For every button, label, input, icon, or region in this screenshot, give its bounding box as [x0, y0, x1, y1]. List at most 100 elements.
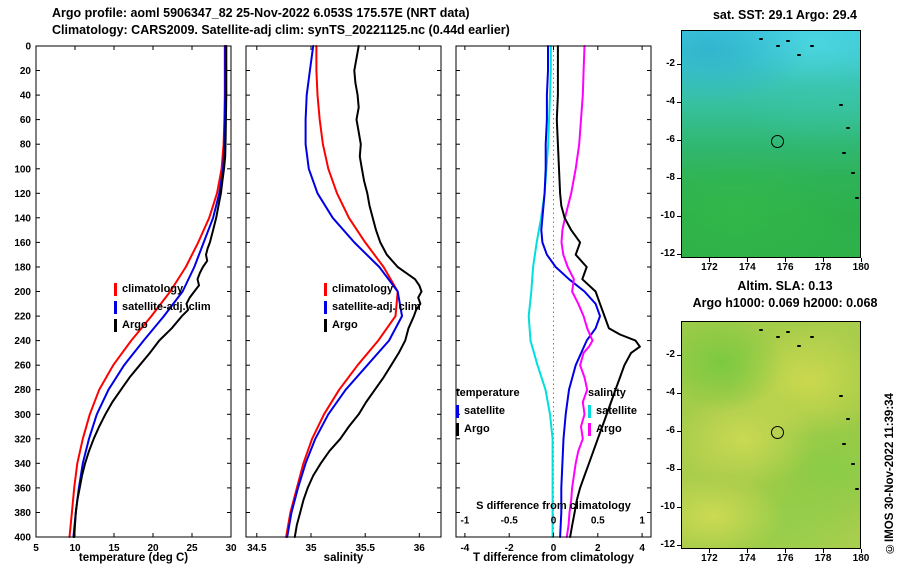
x-tick-label: 36: [414, 543, 426, 554]
sla-map-title-line1: Altim. SLA: 0.13: [737, 279, 833, 293]
map-x-tick-label: 178: [814, 553, 832, 564]
satellite-clim-swatch: [114, 300, 117, 314]
x-tick-label: -2: [505, 543, 514, 554]
island-mark: [786, 40, 790, 42]
x-axis-title-temperature: temperature (deg C): [78, 552, 189, 564]
depth-tick-label: 60: [20, 115, 32, 126]
difference-legend-salinity: salinity satellite Argo: [588, 384, 637, 438]
legend-header-temperature: temperature: [456, 387, 520, 399]
legend-item-argo: Argo: [324, 316, 421, 334]
map-tick: [677, 430, 681, 432]
series-argo: [293, 45, 423, 538]
s-argo-swatch: [588, 422, 591, 436]
climatology-swatch: [324, 282, 327, 296]
legend-item-s-satellite: satellite: [588, 402, 637, 420]
island-mark: [786, 331, 790, 333]
series-t-diff-satellite: [540, 45, 601, 538]
s-axis-tick-label: -0.5: [501, 516, 519, 527]
map-tick: [860, 549, 862, 553]
legend-label: satellite-adj. clim: [122, 301, 211, 313]
map-y-tick-label: -4: [666, 96, 675, 108]
legend-item-t-satellite: satellite: [456, 402, 520, 420]
island-mark: [855, 488, 859, 490]
float-position-marker: [771, 135, 784, 148]
map-tick: [677, 63, 681, 65]
legend-label: Argo: [122, 319, 148, 331]
s-axis-tick-label: 1: [639, 516, 645, 527]
map-x-tick-label: 180: [852, 553, 870, 564]
salinity-panel-legend: climatology satellite-adj. clim Argo: [324, 280, 421, 334]
s-axis-tick-label: -1: [460, 516, 469, 527]
t-satellite-swatch: [456, 404, 459, 418]
depth-tick-label: 300: [14, 410, 31, 421]
x-tick-label: 25: [186, 543, 198, 554]
satellite-clim-swatch: [324, 300, 327, 314]
legend-label: satellite: [464, 405, 505, 417]
x-tick-label: 30: [225, 543, 237, 554]
map-tick: [677, 253, 681, 255]
s-satellite-swatch: [588, 404, 591, 418]
map-tick: [746, 258, 748, 262]
map-tick: [677, 544, 681, 546]
legend-item-s-argo: Argo: [588, 420, 637, 438]
map-tick: [677, 506, 681, 508]
map-tick: [677, 101, 681, 103]
series-s-diff-satellite: [527, 45, 554, 538]
map-tick: [708, 549, 710, 553]
map-x-tick-label: 172: [701, 262, 718, 273]
island-mark: [797, 345, 801, 347]
depth-tick-label: 200: [14, 287, 31, 298]
depth-tick-label: 380: [14, 508, 31, 519]
sla-map: [681, 321, 861, 549]
legend-header-salinity: salinity: [588, 387, 626, 399]
temperature-panel-legend: climatology satellite-adj. clim Argo: [114, 280, 211, 334]
map-y-tick-label: -4: [666, 387, 675, 399]
map-y-tick-label: -10: [660, 501, 675, 513]
legend-item-satellite-clim: satellite-adj. clim: [324, 298, 421, 316]
map-tick: [822, 258, 824, 262]
depth-tick-label: 120: [14, 189, 31, 200]
float-position-marker: [771, 426, 784, 439]
island-mark: [810, 45, 814, 47]
map-x-tick-label: 176: [776, 262, 794, 273]
map-y-tick-label: -12: [660, 539, 675, 551]
series-satellite-adj-clim: [72, 45, 227, 538]
legend-item-climatology: climatology: [324, 280, 421, 298]
series-argo: [73, 45, 228, 538]
map-y-tick-label: -8: [666, 463, 675, 475]
legend-label: satellite-adj. clim: [332, 301, 421, 313]
map-x-tick-label: 174: [738, 262, 756, 273]
figure-title-line1: Argo profile: aoml 5906347_82 25-Nov-202…: [52, 6, 470, 20]
map-x-tick-label: 172: [701, 553, 718, 564]
map-y-tick-label: -2: [666, 349, 675, 361]
x-tick-label: 0: [551, 543, 557, 554]
depth-tick-label: 0: [25, 42, 31, 53]
s-axis-tick-label: 0: [551, 516, 557, 527]
map-tick: [677, 468, 681, 470]
depth-tick-label: 260: [14, 361, 31, 372]
map-x-tick-label: 176: [776, 553, 794, 564]
island-mark: [776, 336, 780, 338]
map-tick: [677, 354, 681, 356]
x-tick-label: 34.5: [247, 543, 267, 554]
map-tick: [860, 258, 862, 262]
island-mark: [842, 443, 846, 445]
depth-tick-label: 80: [20, 140, 32, 151]
sst-map-title: sat. SST: 29.1 Argo: 29.4: [712, 8, 858, 22]
x-axis-title-t-difference: T difference from climatology: [472, 552, 635, 564]
map-tick: [822, 549, 824, 553]
t-argo-swatch: [456, 422, 459, 436]
map-y-tick-label: -2: [666, 58, 675, 70]
x-tick-label: 4: [639, 543, 645, 554]
x-tick-label: 2: [595, 543, 601, 554]
island-mark: [842, 152, 846, 154]
series-satellite-adj-clim: [286, 45, 403, 538]
legend-item-climatology: climatology: [114, 280, 211, 298]
map-tick: [746, 549, 748, 553]
map-tick: [677, 392, 681, 394]
map-tick: [708, 258, 710, 262]
depth-tick-label: 40: [20, 91, 32, 102]
legend-item-satellite-clim: satellite-adj. clim: [114, 298, 211, 316]
map-y-tick-label: -6: [666, 134, 675, 146]
